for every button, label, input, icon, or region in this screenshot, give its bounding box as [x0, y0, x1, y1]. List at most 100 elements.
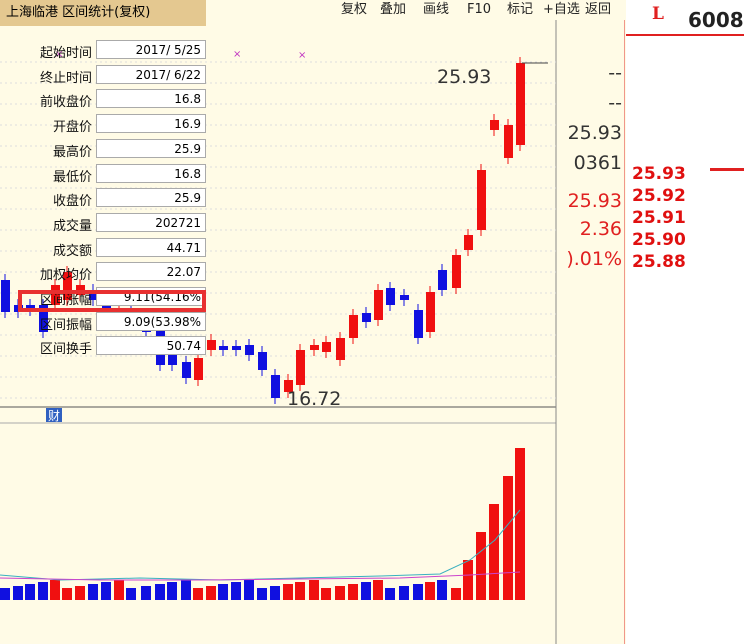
low-label: 16.72 [287, 388, 341, 410]
stat-value[interactable]: 22.07 [96, 262, 206, 282]
quote-field: -- [608, 92, 622, 114]
candle [89, 290, 98, 300]
stat-value[interactable]: 16.8 [96, 163, 206, 183]
candle [182, 362, 191, 378]
volume-bar [270, 586, 280, 600]
volume-bar [126, 588, 136, 600]
volume-bar [114, 580, 124, 600]
candle [284, 380, 293, 392]
quote-field: 2.36 [579, 218, 622, 240]
volume-bar [101, 582, 111, 600]
volume-bar [155, 584, 165, 600]
toolbar-button[interactable]: F10 [467, 2, 492, 17]
volume-bar [451, 588, 461, 600]
stat-value[interactable]: 50.74 [96, 336, 206, 356]
candle [51, 285, 60, 305]
candle [464, 235, 473, 250]
toolbar-button[interactable]: 标记 [507, 2, 534, 17]
stat-value[interactable]: 16.8 [96, 89, 206, 109]
candle [296, 350, 305, 385]
toolbar-button[interactable]: 画线 [423, 2, 450, 17]
stat-label: 区间换手 [39, 342, 92, 358]
quote-field: ).01% [566, 248, 622, 270]
volume-bar [38, 582, 48, 600]
volume-bar [244, 580, 254, 600]
stat-label: 加权均价 [39, 268, 92, 284]
candle [310, 345, 319, 350]
volume-bar [62, 588, 72, 600]
svg-text:×: × [298, 50, 306, 61]
volume-bar [489, 504, 499, 600]
stat-label: 成交量 [52, 218, 92, 234]
quote-field: -- [608, 62, 622, 84]
stat-row: 最高价 25.9 [0, 137, 206, 161]
volume-bar [515, 448, 525, 600]
candle [168, 348, 177, 365]
volume-bar [413, 584, 423, 600]
stat-label: 开盘价 [52, 120, 92, 136]
stat-value[interactable]: 25.9 [96, 138, 206, 158]
toolbar-button[interactable]: 复权 [341, 2, 368, 17]
candle [245, 345, 254, 355]
candle [426, 292, 435, 332]
candle [207, 340, 216, 350]
candle [194, 358, 203, 380]
symbol-code: 6008 [688, 8, 744, 32]
order-price: 25.92 [632, 186, 686, 206]
stat-row: 成交额 44.71 [0, 236, 206, 260]
finance-marker: 财 [48, 409, 60, 423]
stats-dialog[interactable]: 上海临港 区间统计(复权) 起始时间 2017/ 5/25 终止时间 2017/ 6/… [0, 0, 207, 364]
toolbar-button[interactable]: 返回 [585, 2, 612, 17]
volume-bar [361, 582, 371, 600]
volume-bar [463, 560, 473, 600]
side-panel: L 6008 [626, 0, 744, 644]
stat-value[interactable]: 202721 [96, 212, 206, 232]
candle [258, 352, 267, 370]
stat-value[interactable]: 2017/ 6/22 [96, 64, 206, 84]
stat-value[interactable]: 44.71 [96, 237, 206, 257]
volume-bar [335, 586, 345, 600]
candle [271, 375, 280, 398]
quote-field: 25.93 [567, 190, 622, 212]
volume-bar [295, 582, 305, 600]
candle [504, 125, 513, 158]
stat-value[interactable]: 16.9 [96, 114, 206, 134]
order-price: 25.88 [632, 252, 686, 272]
toolbar: 复权 叠加 画线 F10 标记 +自选 返回 [335, 0, 625, 20]
candle [516, 63, 525, 145]
volume-bar [437, 580, 447, 600]
stat-label: 成交额 [52, 243, 92, 259]
stat-label: 区间涨幅 [39, 293, 92, 308]
stat-row: 收盘价 25.9 [0, 186, 206, 210]
order-price: 25.91 [632, 208, 686, 228]
stat-label: 收盘价 [52, 194, 92, 210]
volume-bar [0, 588, 10, 600]
stat-value[interactable]: 2017/ 5/25 [96, 40, 206, 59]
toolbar-button[interactable]: +自选 [543, 2, 580, 17]
stat-label: 区间振幅 [39, 317, 92, 333]
volume-bar [257, 588, 267, 600]
volume-bar [373, 580, 383, 600]
volume-bar [13, 586, 23, 600]
volume-bar [206, 586, 216, 600]
stat-label: 最高价 [52, 144, 92, 160]
candle [63, 272, 72, 300]
stat-value[interactable]: 9.11(54.16% [96, 287, 206, 306]
order-price: 25.90 [632, 230, 686, 250]
stat-value[interactable]: 25.9 [96, 188, 206, 208]
candle [374, 290, 383, 320]
high-label: 25.93 [437, 66, 491, 88]
symbol-marker: L [652, 4, 664, 24]
stat-row: 前收盘价 16.8 [0, 87, 206, 111]
volume-bar [283, 584, 293, 600]
volume-bar [25, 584, 35, 600]
toolbar-button[interactable]: 叠加 [380, 2, 407, 17]
quote-field: 25.93 [567, 122, 622, 144]
candle [322, 342, 331, 352]
dialog-title: 上海临港 区间统计(复权) [0, 0, 206, 26]
candle [362, 313, 371, 322]
stat-value[interactable]: 9.09(53.98% [96, 311, 206, 331]
candle [400, 295, 409, 300]
candle [386, 288, 395, 305]
